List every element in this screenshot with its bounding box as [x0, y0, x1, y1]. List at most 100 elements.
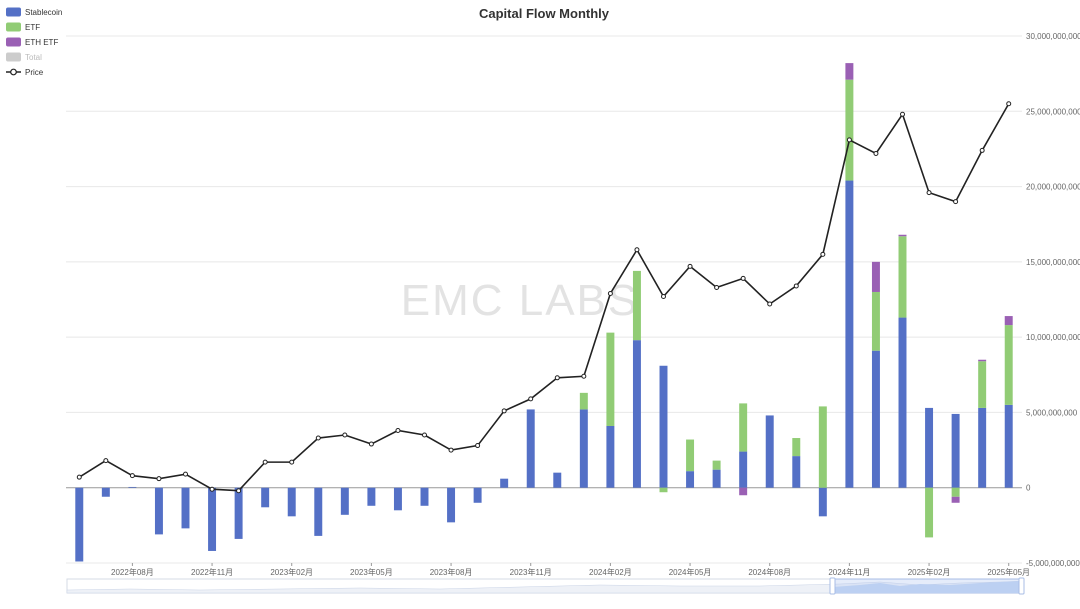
legend-swatch-icon: [6, 7, 21, 17]
price-point: [103, 458, 109, 464]
price-point: [422, 432, 427, 438]
legend-swatch-icon: [6, 52, 21, 62]
bar-stablecoin: [447, 487, 456, 523]
price-point: [395, 427, 401, 433]
legend-label: Price: [25, 68, 44, 77]
legend-swatch-icon: [6, 37, 21, 47]
price-point: [1006, 101, 1012, 107]
bar-etf: [925, 487, 934, 538]
price-line-series: [76, 101, 1012, 494]
y-tick-label: 25,000,000,000: [1026, 107, 1080, 116]
bar-etf: [632, 270, 641, 341]
bar-stablecoin: [606, 425, 615, 488]
price-point: [873, 150, 879, 156]
price-point: [342, 432, 348, 438]
price-point: [687, 263, 693, 269]
x-tick-label: 2022年08月: [111, 567, 154, 577]
bar-stablecoin: [925, 407, 934, 488]
bar-eth-etf: [739, 487, 748, 496]
bar-stablecoin: [287, 487, 296, 517]
bar-stablecoin: [75, 487, 84, 562]
bar-eth-etf: [951, 496, 960, 503]
bar-stablecoin: [632, 340, 641, 488]
x-tick-label: 2023年11月: [510, 567, 552, 577]
legend-item-price[interactable]: Price: [6, 68, 44, 77]
bar-etf: [845, 79, 854, 181]
bar-stablecoin: [393, 487, 402, 511]
bar-stablecoin: [181, 487, 190, 529]
price-point: [740, 275, 746, 281]
bar-eth-etf: [898, 234, 907, 237]
price-point: [846, 137, 852, 143]
bar-eth-etf: [1004, 316, 1013, 326]
legend-item-etf[interactable]: ETF: [6, 22, 40, 33]
bar-stablecoin: [101, 487, 110, 497]
price-point: [236, 488, 242, 494]
bar-stablecoin: [579, 409, 588, 488]
x-tick-label: 2024年02月: [589, 567, 632, 577]
bar-stablecoin: [659, 365, 668, 488]
legend-item-total[interactable]: Total: [6, 52, 42, 63]
bar-etf: [871, 291, 880, 351]
price-point: [926, 190, 932, 196]
bar-stablecoin: [128, 486, 137, 488]
bar-stablecoin: [314, 487, 323, 536]
bar-stablecoin: [765, 415, 774, 488]
bar-stablecoin: [792, 456, 801, 488]
price-point: [368, 441, 374, 447]
bar-stablecoin: [1004, 404, 1013, 488]
bar-stablecoin: [234, 487, 243, 539]
bar-stablecoin: [871, 350, 880, 488]
y-tick-label: 5,000,000,000: [1026, 408, 1078, 417]
price-point: [820, 251, 826, 257]
legend[interactable]: Stablecoin ETF ETH ETF Total Price: [6, 7, 62, 78]
bar-stablecoin: [526, 409, 535, 488]
slider-right-handle[interactable]: [1018, 577, 1025, 595]
x-tick-label: 2023年08月: [430, 567, 473, 577]
price-point: [156, 476, 162, 482]
bar-stablecoin: [208, 487, 217, 551]
bar-stablecoin: [978, 407, 987, 488]
data-zoom-slider[interactable]: [66, 577, 1025, 595]
bar-stablecoin: [898, 317, 907, 488]
bar-stablecoin: [845, 180, 854, 488]
bar-etf: [739, 403, 748, 452]
y-axis-ticks: -5,000,000,000 0 5,000,000,000 10,000,000,0…: [1026, 32, 1080, 568]
price-point: [793, 283, 799, 289]
price-point: [209, 486, 215, 492]
price-point: [289, 459, 295, 465]
price-point: [634, 247, 640, 253]
bar-etf: [818, 406, 827, 488]
bar-eth-etf: [978, 359, 987, 362]
x-tick-label: 2023年02月: [270, 567, 313, 577]
price-line: [78, 103, 1010, 492]
price-point: [900, 111, 905, 117]
bar-etf: [978, 361, 987, 408]
price-point: [554, 375, 560, 381]
legend-label: Total: [25, 53, 42, 62]
x-tick-label: 2022年11月: [191, 567, 233, 577]
price-point: [528, 396, 534, 402]
bar-stablecoin: [154, 487, 163, 535]
slider-selected-preview: [833, 581, 1022, 593]
legend-item-eth-etf[interactable]: ETH ETF: [6, 37, 58, 48]
bar-etf: [712, 460, 721, 470]
bar-stablecoin: [739, 451, 748, 488]
bar-etf: [606, 332, 615, 426]
price-point: [183, 471, 188, 477]
price-point: [979, 147, 985, 153]
price-point: [767, 301, 773, 307]
bar-etf: [898, 236, 907, 318]
y-tick-label: 10,000,000,000: [1026, 333, 1080, 342]
bar-stablecoin: [420, 487, 429, 506]
bar-series: [75, 63, 1013, 562]
legend-item-stablecoin[interactable]: Stablecoin: [6, 7, 62, 18]
slider-left-handle[interactable]: [829, 577, 836, 595]
price-point: [714, 284, 720, 290]
bar-stablecoin: [340, 487, 349, 515]
y-tick-label: 30,000,000,000: [1026, 32, 1080, 41]
bar-stablecoin: [553, 472, 562, 488]
bar-etf: [951, 487, 960, 497]
price-point: [661, 293, 666, 299]
